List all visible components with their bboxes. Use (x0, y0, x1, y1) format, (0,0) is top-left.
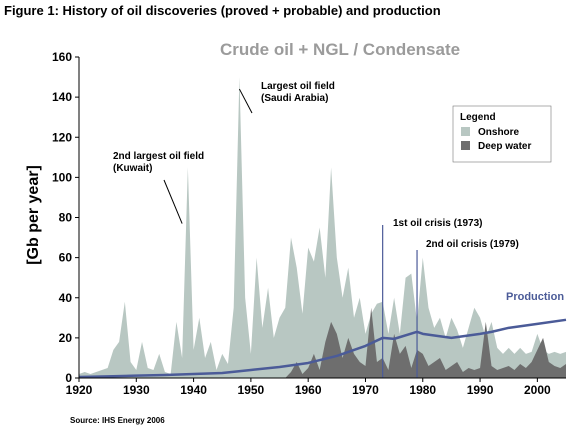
x-tick-label: 1930 (123, 383, 150, 397)
chart-subtitle: Crude oil + NGL / Condensate (220, 40, 460, 59)
y-tick-label: 0 (65, 371, 72, 385)
y-tick-label: 40 (59, 291, 73, 305)
legend: Legend Onshore Deep water (452, 105, 552, 163)
y-tick-label: 120 (52, 130, 72, 144)
x-tick-label: 1970 (352, 383, 379, 397)
production-line (78, 318, 567, 379)
x-tick-label: 1920 (66, 383, 93, 397)
oil-crisis-label-1: 1st oil crisis (1973) (393, 218, 483, 229)
y-tick-label: 160 (52, 50, 72, 64)
x-tick-label: 1950 (238, 383, 265, 397)
production-line-group (78, 318, 567, 379)
production-line-label: Production (506, 291, 564, 303)
x-tick-label: 1940 (180, 383, 207, 397)
y-tick-label: 140 (52, 90, 72, 104)
legend-swatch-onshore (461, 127, 470, 136)
oil-crisis-lines: 1st oil crisis (1973) 2nd oil crisis (197… (382, 218, 519, 378)
largest-oil-field-label: (Saudi Arabia) (261, 93, 328, 104)
largest-oil-field-pointer (238, 88, 253, 114)
deep-water-area (79, 307, 566, 378)
y-tick-label: 60 (59, 251, 73, 265)
oil-crisis-label-2: 2nd oil crisis (1979) (426, 239, 519, 250)
y-tick-label: 20 (59, 331, 73, 345)
legend-label-deep-water: Deep water (478, 141, 531, 152)
x-tick-label: 1960 (295, 383, 322, 397)
second-largest-oil-field-label: (Kuwait) (113, 163, 152, 174)
source-note: Source: IHS Energy 2006 (70, 416, 165, 425)
second-largest-oil-field-label: 2nd largest oil field (113, 151, 204, 162)
x-tick-label: 2000 (524, 383, 551, 397)
legend-label-onshore: Onshore (478, 127, 520, 138)
x-tick-label: 1980 (409, 383, 436, 397)
largest-oil-field-label: Largest oil field (261, 81, 335, 92)
y-tick-label: 80 (59, 211, 73, 225)
area-series-group (79, 77, 566, 378)
second-largest-oil-field-pointer (163, 179, 183, 224)
legend-title: Legend (460, 112, 496, 123)
legend-swatch-deep-water (461, 141, 470, 150)
y-axis-label: [Gb per year] (25, 165, 42, 265)
annotations: Largest oil field(Saudi Arabia) 2nd large… (113, 81, 335, 224)
x-tick-label: 1990 (467, 383, 494, 397)
y-tick-label: 100 (52, 170, 72, 184)
onshore-area (79, 77, 566, 378)
figure-title: Figure 1: History of oil discoveries (pr… (4, 3, 441, 18)
axes: 0 20 40 60 80 100 120 140 160 1920 1930 1940 1950 196… (52, 50, 566, 397)
